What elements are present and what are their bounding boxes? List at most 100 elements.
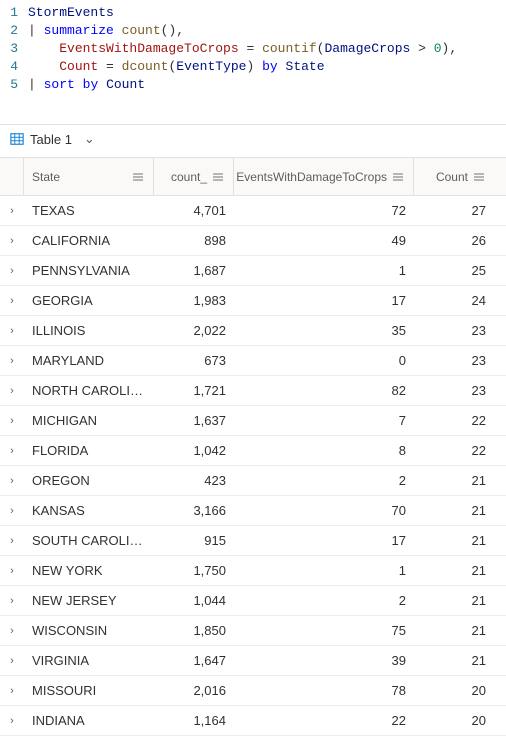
cell-count: 1,042 (154, 443, 234, 458)
expand-icon[interactable]: › (0, 295, 24, 307)
line-code[interactable]: StormEvents (28, 4, 506, 22)
table-row[interactable]: ›GEORGIA1,9831724 (0, 286, 506, 316)
cell-count: 4,701 (154, 203, 234, 218)
expand-icon[interactable]: › (0, 205, 24, 217)
line-code[interactable]: | summarize count(), (28, 22, 506, 40)
cell-dcount: 26 (414, 233, 494, 248)
expand-icon[interactable]: › (0, 595, 24, 607)
editor-line[interactable]: 3 EventsWithDamageToCrops = countif(Dama… (0, 40, 506, 58)
editor-line[interactable]: 5| sort by Count (0, 76, 506, 94)
table-row[interactable]: ›PENNSYLVANIA1,687125 (0, 256, 506, 286)
cell-count: 1,850 (154, 623, 234, 638)
cell-state: FLORIDA (24, 443, 154, 458)
table-row[interactable]: ›MARYLAND673023 (0, 346, 506, 376)
cell-events: 17 (234, 533, 414, 548)
line-number: 1 (0, 4, 28, 22)
line-number: 2 (0, 22, 28, 40)
column-menu-icon[interactable] (391, 170, 405, 184)
expand-icon[interactable]: › (0, 355, 24, 367)
cell-count: 1,687 (154, 263, 234, 278)
expand-icon[interactable]: › (0, 325, 24, 337)
expand-icon[interactable]: › (0, 535, 24, 547)
cell-events: 75 (234, 623, 414, 638)
grid-header-row: State count_ EventsWithDamageToCrops Cou… (0, 158, 506, 196)
cell-dcount: 24 (414, 293, 494, 308)
cell-events: 0 (234, 353, 414, 368)
cell-dcount: 22 (414, 413, 494, 428)
cell-state: NEW YORK (24, 563, 154, 578)
expand-icon[interactable]: › (0, 475, 24, 487)
column-label: EventsWithDamageToCrops (236, 170, 387, 184)
expand-icon[interactable]: › (0, 655, 24, 667)
expand-icon[interactable]: › (0, 505, 24, 517)
expand-icon[interactable]: › (0, 385, 24, 397)
expand-icon[interactable]: › (0, 445, 24, 457)
expand-icon[interactable]: › (0, 565, 24, 577)
expand-icon[interactable]: › (0, 265, 24, 277)
table-row[interactable]: ›INDIANA1,1642220 (0, 706, 506, 736)
table-row[interactable]: ›NORTH CAROLINA1,7218223 (0, 376, 506, 406)
table-row[interactable]: ›WISCONSIN1,8507521 (0, 616, 506, 646)
results-grid: State count_ EventsWithDamageToCrops Cou… (0, 157, 506, 736)
expand-icon[interactable]: › (0, 625, 24, 637)
table-row[interactable]: ›KANSAS3,1667021 (0, 496, 506, 526)
cell-state: SOUTH CAROLINA (24, 533, 154, 548)
column-menu-icon[interactable] (472, 170, 486, 184)
table-row[interactable]: ›NEW YORK1,750121 (0, 556, 506, 586)
line-code[interactable]: | sort by Count (28, 76, 506, 94)
cell-count: 423 (154, 473, 234, 488)
cell-dcount: 23 (414, 383, 494, 398)
table-row[interactable]: ›OREGON423221 (0, 466, 506, 496)
column-header-state[interactable]: State (24, 158, 154, 195)
cell-count: 1,044 (154, 593, 234, 608)
cell-events: 8 (234, 443, 414, 458)
line-number: 5 (0, 76, 28, 94)
line-code[interactable]: Count = dcount(EventType) by State (28, 58, 506, 76)
table-row[interactable]: ›MISSOURI2,0167820 (0, 676, 506, 706)
expand-icon[interactable]: › (0, 235, 24, 247)
column-header-count[interactable]: count_ (154, 158, 234, 195)
table-row[interactable]: ›VIRGINIA1,6473921 (0, 646, 506, 676)
table-row[interactable]: ›MICHIGAN1,637722 (0, 406, 506, 436)
cell-dcount: 23 (414, 353, 494, 368)
table-row[interactable]: ›CALIFORNIA8984926 (0, 226, 506, 256)
cell-state: NORTH CAROLINA (24, 383, 154, 398)
column-menu-icon[interactable] (211, 170, 225, 184)
results-tab-label: Table 1 (30, 132, 72, 147)
chevron-down-icon: ⌄ (84, 131, 95, 147)
cell-count: 1,637 (154, 413, 234, 428)
line-code[interactable]: EventsWithDamageToCrops = countif(Damage… (28, 40, 506, 58)
column-header-dcount[interactable]: Count (414, 158, 494, 195)
cell-count: 898 (154, 233, 234, 248)
column-header-events[interactable]: EventsWithDamageToCrops (234, 158, 414, 195)
cell-events: 35 (234, 323, 414, 338)
cell-dcount: 23 (414, 323, 494, 338)
table-row[interactable]: ›FLORIDA1,042822 (0, 436, 506, 466)
editor-line[interactable]: 2| summarize count(), (0, 22, 506, 40)
cell-dcount: 21 (414, 503, 494, 518)
cell-count: 2,016 (154, 683, 234, 698)
cell-events: 82 (234, 383, 414, 398)
cell-dcount: 21 (414, 563, 494, 578)
expand-icon[interactable]: › (0, 715, 24, 727)
results-tab[interactable]: Table 1 ⌄ (0, 124, 506, 157)
editor-line[interactable]: 4 Count = dcount(EventType) by State (0, 58, 506, 76)
cell-events: 7 (234, 413, 414, 428)
cell-dcount: 20 (414, 713, 494, 728)
expand-icon[interactable]: › (0, 685, 24, 697)
cell-state: OREGON (24, 473, 154, 488)
cell-count: 2,022 (154, 323, 234, 338)
cell-events: 2 (234, 593, 414, 608)
table-row[interactable]: ›ILLINOIS2,0223523 (0, 316, 506, 346)
cell-count: 1,983 (154, 293, 234, 308)
table-row[interactable]: ›NEW JERSEY1,044221 (0, 586, 506, 616)
table-row[interactable]: ›SOUTH CAROLINA9151721 (0, 526, 506, 556)
cell-count: 1,721 (154, 383, 234, 398)
column-menu-icon[interactable] (131, 170, 145, 184)
cell-events: 22 (234, 713, 414, 728)
editor-line[interactable]: 1StormEvents (0, 4, 506, 22)
query-editor[interactable]: 1StormEvents2| summarize count(),3 Event… (0, 0, 506, 124)
table-row[interactable]: ›TEXAS4,7017227 (0, 196, 506, 226)
cell-state: CALIFORNIA (24, 233, 154, 248)
expand-icon[interactable]: › (0, 415, 24, 427)
